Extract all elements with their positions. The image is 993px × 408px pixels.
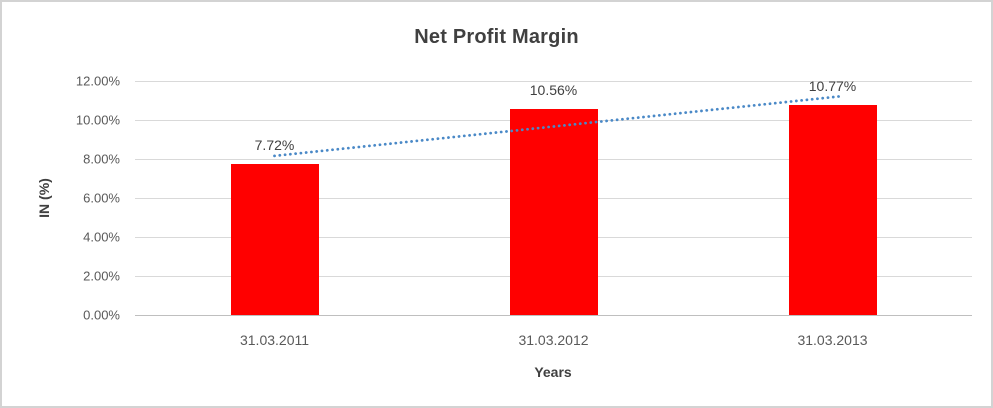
x-axis-title: Years	[534, 364, 572, 380]
y-tick-label: 12.00%	[75, 73, 120, 89]
y-tick-label: 8.00%	[83, 151, 120, 167]
x-tick-label: 31.03.2012	[518, 332, 589, 348]
x-tick-label: 31.03.2013	[797, 332, 868, 348]
data-label: 7.72%	[254, 137, 295, 153]
gridline	[135, 81, 972, 82]
y-tick-label: 6.00%	[83, 190, 120, 206]
bar-31.03.2011	[231, 164, 319, 315]
x-axis-line	[135, 315, 972, 316]
y-tick-label: 0.00%	[83, 307, 120, 323]
data-label: 10.56%	[529, 82, 578, 98]
y-tick-label: 4.00%	[83, 229, 120, 245]
x-tick-label: 31.03.2011	[239, 332, 310, 348]
chart-title: Net Profit Margin	[414, 26, 579, 48]
bar-31.03.2013	[789, 105, 877, 315]
data-label: 10.77%	[808, 78, 857, 94]
y-tick-label: 10.00%	[75, 112, 120, 128]
y-tick-label: 2.00%	[83, 268, 120, 284]
bar-31.03.2012	[510, 109, 598, 315]
